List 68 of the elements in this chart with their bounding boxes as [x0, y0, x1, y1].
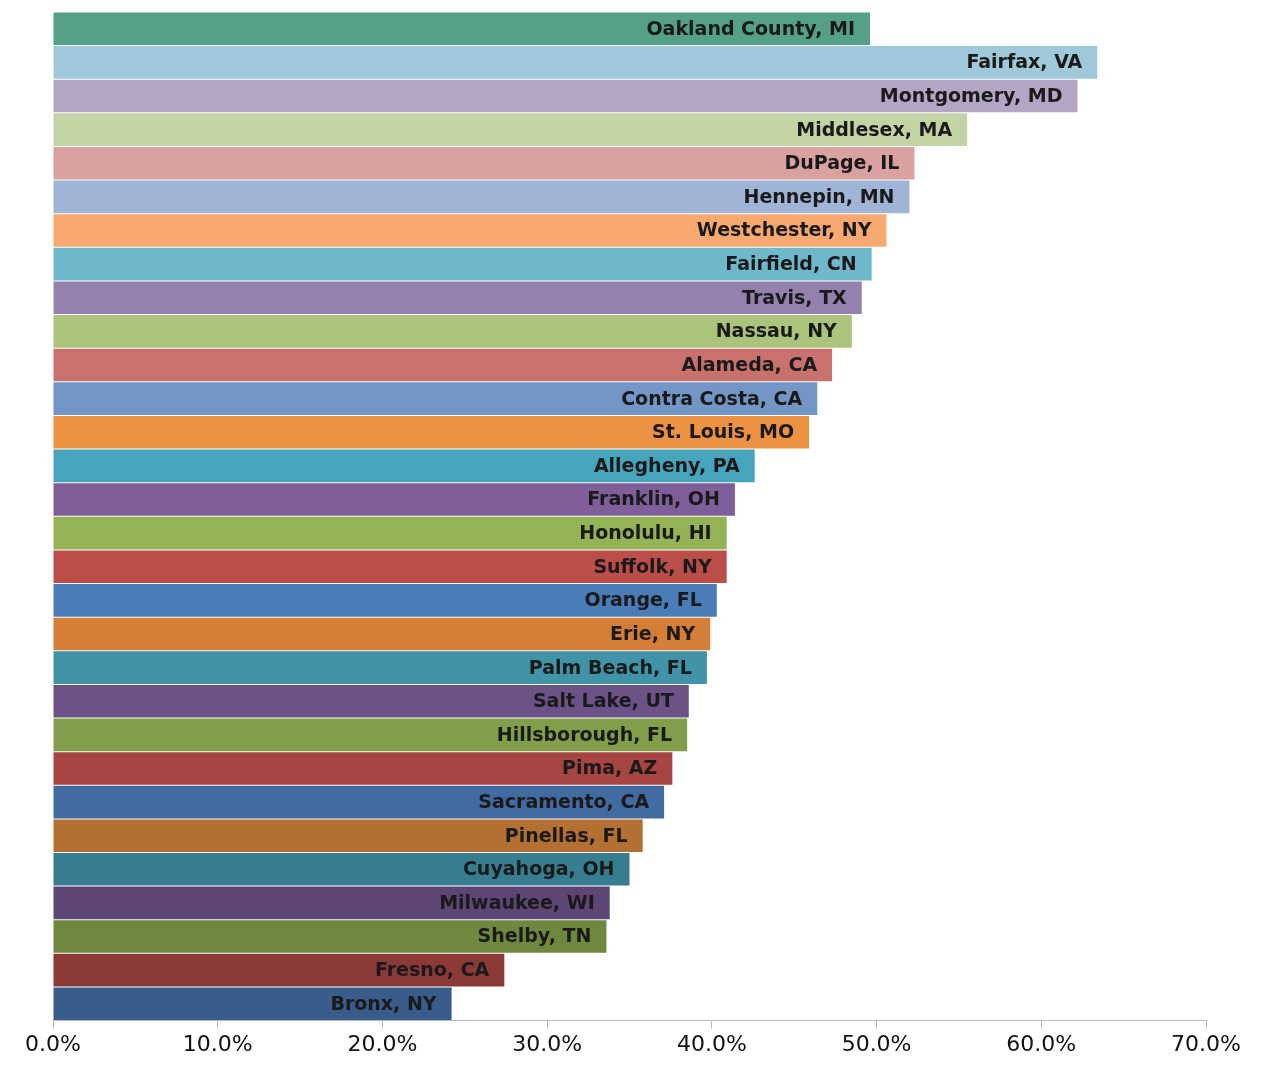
- x-tick-label: 10.0%: [182, 1030, 253, 1056]
- y-tick-label: Sacramento, CA: [478, 790, 650, 813]
- y-tick-label: Fresno, CA: [374, 958, 490, 981]
- bar: [53, 516, 727, 550]
- bar: [53, 987, 452, 1021]
- y-tick-label: Pima, AZ: [561, 756, 658, 779]
- y-tick-label: Pinellas, FL: [504, 823, 628, 846]
- y-tick-label: Oakland County, MI: [646, 16, 855, 39]
- x-tick-label: 60.0%: [1006, 1030, 1077, 1056]
- bar: [53, 752, 673, 785]
- x-tick-label: 70.0%: [1171, 1030, 1241, 1056]
- bar: [53, 785, 665, 819]
- bar: [53, 214, 887, 247]
- bar: [53, 651, 707, 684]
- x-tick-label: 30.0%: [512, 1030, 583, 1056]
- bar: [53, 819, 643, 852]
- bar: [53, 449, 755, 483]
- bar: [53, 684, 689, 718]
- bar: [53, 79, 1078, 113]
- y-tick-label: Middlesex, MA: [796, 117, 953, 140]
- y-tick-label: Fairfield, CN: [725, 252, 857, 275]
- bar: [53, 46, 1098, 79]
- y-tick-label: Alameda, CA: [681, 352, 818, 375]
- y-tick-label: Fairfax, VA: [966, 50, 1083, 73]
- bar: [53, 247, 872, 281]
- bar: [53, 415, 810, 449]
- y-tick-label: Suffolk, NY: [593, 554, 712, 577]
- x-tick-label: 20.0%: [347, 1030, 418, 1056]
- bar: [53, 920, 607, 953]
- y-tick-label: DuPage, IL: [784, 151, 900, 174]
- bar: [53, 584, 717, 617]
- bar: [53, 886, 610, 920]
- y-tick-label: Palm Beach, FL: [528, 655, 692, 678]
- bar: [53, 853, 630, 886]
- bar: [53, 483, 735, 516]
- y-tick-label: Cuyahoga, OH: [462, 857, 615, 880]
- bar: [53, 180, 910, 214]
- y-tick-label: Orange, FL: [584, 588, 702, 611]
- y-tick-label: Hennepin, MN: [743, 184, 895, 207]
- bar: [53, 348, 833, 382]
- bar: [53, 113, 968, 146]
- bar: [53, 12, 870, 46]
- y-tick-label: Contra Costa, CA: [621, 386, 803, 409]
- bar: [53, 315, 852, 348]
- bar: [53, 718, 688, 752]
- y-tick-label: Allegheny, PA: [593, 453, 740, 476]
- y-tick-label: Salt Lake, UT: [532, 689, 674, 712]
- bar: [53, 146, 915, 180]
- x-tick-label: 0.0%: [25, 1030, 81, 1056]
- x-tick-label: 40.0%: [676, 1030, 747, 1056]
- y-tick-label: Montgomery, MD: [879, 83, 1063, 106]
- y-tick-label: Hillsborough, FL: [496, 722, 673, 745]
- y-tick-label: Milwaukee, WI: [439, 890, 595, 913]
- y-tick-label: Westchester, NY: [696, 218, 872, 241]
- bar: [53, 382, 818, 415]
- y-tick-label: Honolulu, HI: [579, 521, 712, 544]
- y-tick-label: St. Louis, MO: [652, 420, 795, 443]
- y-tick-label: Bronx, NY: [330, 991, 437, 1014]
- bar: [53, 281, 862, 315]
- bar: [53, 953, 505, 987]
- bar: [53, 550, 727, 584]
- bar: [53, 617, 711, 651]
- y-tick-label: Shelby, TN: [477, 924, 592, 947]
- x-tick-label: 50.0%: [841, 1030, 912, 1056]
- y-tick-label: Travis, TX: [742, 285, 848, 308]
- y-tick-label: Erie, NY: [609, 621, 696, 644]
- y-tick-label: Franklin, OH: [587, 487, 720, 510]
- y-tick-label: Nassau, NY: [715, 319, 838, 342]
